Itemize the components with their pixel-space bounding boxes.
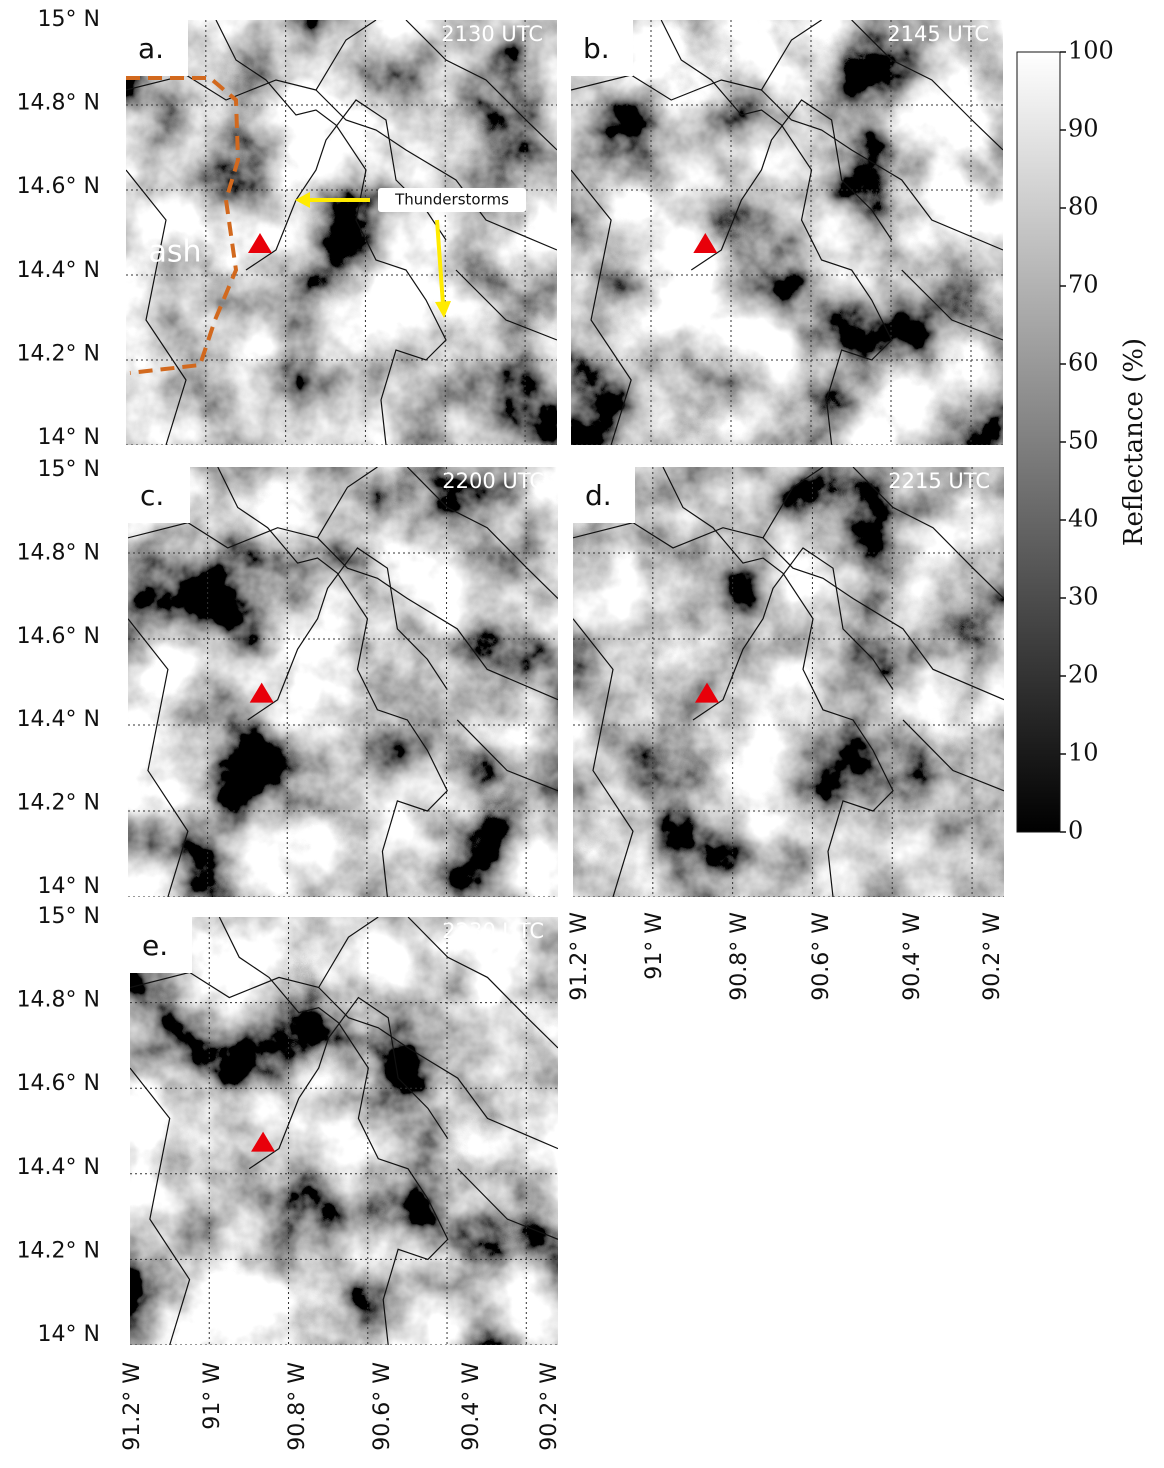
- latitude-label: 14.6° N: [17, 624, 100, 649]
- longitude-label: 90.2° W: [980, 912, 1005, 1001]
- colorbar-tick-label: 50: [1068, 427, 1099, 455]
- map-panel: [571, 20, 1003, 445]
- colorbar-tick-label: 40: [1068, 505, 1099, 533]
- longitude-label: 91.2° W: [567, 912, 592, 1001]
- latitude-label: 15° N: [38, 457, 100, 482]
- latitude-label: 14.4° N: [17, 1155, 100, 1180]
- satellite-image: [128, 467, 558, 897]
- longitude-label: 90.8° W: [727, 912, 752, 1001]
- latitude-label: 14.4° N: [17, 707, 100, 732]
- latitude-label: 14.2° N: [17, 1238, 100, 1263]
- colorbar-tick-label: 80: [1068, 193, 1099, 221]
- satellite-image: [571, 20, 1003, 445]
- satellite-image: [126, 20, 557, 445]
- colorbar-tick-label: 100: [1068, 37, 1114, 65]
- map-panel: [573, 467, 1004, 897]
- latitude-label: 14° N: [38, 874, 100, 899]
- colorbar-tick-label: 70: [1068, 271, 1099, 299]
- latitude-label: 14.2° N: [17, 791, 100, 816]
- colorbar-tick-label: 20: [1068, 661, 1099, 689]
- figure: a. 2130 UTC b. 2145 UTC c. 2200 UTC d. 2215 UTC…: [0, 0, 1164, 1464]
- longitude-label: 90.4° W: [459, 1362, 484, 1451]
- longitude-label: 91.2° W: [120, 1362, 145, 1451]
- latitude-label: 15° N: [38, 7, 100, 32]
- colorbar-tick-label: 10: [1068, 739, 1099, 767]
- map-panel: [126, 20, 557, 445]
- colorbar: [1017, 52, 1060, 832]
- panel-label: a.: [138, 32, 164, 65]
- latitude-label: 14.8° N: [17, 91, 100, 116]
- longitude-label: 91° W: [642, 912, 667, 980]
- thunderstorms-label: Thunderstorms: [394, 191, 509, 209]
- latitude-label: 14.4° N: [17, 258, 100, 283]
- panel-time: 2230 UTC: [442, 919, 544, 943]
- ash-label: ash: [148, 235, 201, 270]
- map-panel: [128, 467, 558, 897]
- panel-time: 2215 UTC: [888, 469, 990, 493]
- colorbar-tick-label: 30: [1068, 583, 1099, 611]
- panel-time: 2200 UTC: [442, 469, 544, 493]
- longitude-label: 90.8° W: [285, 1362, 310, 1451]
- latitude-label: 14.8° N: [17, 540, 100, 565]
- latitude-label: 15° N: [38, 904, 100, 929]
- colorbar-tick-label: 60: [1068, 349, 1099, 377]
- panel-label: e.: [142, 929, 168, 962]
- satellite-image: [573, 467, 1004, 897]
- longitude-label: 90.6° W: [370, 1362, 395, 1451]
- panel-label: d.: [585, 479, 612, 512]
- latitude-label: 14° N: [38, 1322, 100, 1347]
- latitude-label: 14° N: [38, 425, 100, 450]
- colorbar-tick-label: 0: [1068, 817, 1083, 845]
- panel-time: 2145 UTC: [887, 22, 989, 46]
- longitude-label: 90.6° W: [809, 912, 834, 1001]
- panel-time: 2130 UTC: [441, 22, 543, 46]
- latitude-label: 14.6° N: [17, 174, 100, 199]
- latitude-label: 14.2° N: [17, 341, 100, 366]
- colorbar-label: Reflectance (%): [1119, 338, 1149, 546]
- map-panel: [130, 917, 558, 1345]
- satellite-image: [130, 917, 558, 1345]
- longitude-label: 90.4° W: [900, 912, 925, 1001]
- longitude-label: 91° W: [200, 1362, 225, 1430]
- longitude-label: 90.2° W: [537, 1362, 562, 1451]
- latitude-label: 14.6° N: [17, 1071, 100, 1096]
- panel-label: b.: [583, 32, 610, 65]
- latitude-label: 14.8° N: [17, 988, 100, 1013]
- panel-label: c.: [140, 479, 164, 512]
- colorbar-tick-label: 90: [1068, 115, 1099, 143]
